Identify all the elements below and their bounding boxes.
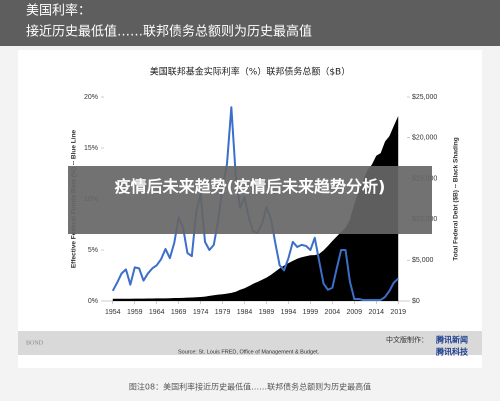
brand: BOND: [26, 340, 44, 346]
x-tick-label: 1964: [149, 309, 165, 316]
x-tick-label: 2009: [347, 309, 363, 316]
overlay-band: [68, 166, 432, 234]
header-title: 美国利率：: [26, 3, 91, 19]
credit-label: 中文版制作：: [386, 335, 428, 344]
y-tick-label: 15%: [84, 145, 98, 152]
y-tick-label: 5%: [88, 247, 98, 254]
x-tick-label: 2014: [368, 309, 384, 316]
overlay-box: 疫情后未来趋势(疫情后未来趋势分析): [114, 177, 386, 196]
header-subtitle: 接近历史最低值……联邦债务总额则为历史最高值: [26, 24, 312, 40]
y2-axis-label: Total Federal Debt ($B) -- Black Shading: [453, 137, 460, 260]
y2-tick-label: $0: [412, 298, 420, 305]
x-tick-label: 1979: [215, 309, 231, 316]
credit-tech: 腾讯科技: [435, 347, 469, 357]
x-tick-label: 1994: [281, 309, 297, 316]
x-tick-label: 1974: [193, 309, 209, 316]
y2-tick-label: $20,000: [412, 135, 437, 142]
x-tick-label: 1984: [237, 309, 253, 316]
source: Source: St. Louis FRED, Office of Manage…: [178, 349, 320, 355]
y2-tick-label: $25,000: [412, 94, 437, 101]
caption: 图注08：美国利率接近历史最低值……联邦债务总额则为历史最高值: [129, 382, 371, 392]
footer-band: [18, 331, 482, 355]
x-tick-label: 2004: [325, 309, 341, 316]
x-tick-label: 1969: [171, 309, 187, 316]
y-tick-label: 0%: [88, 298, 98, 305]
y2-tick-label: $5,000: [412, 257, 434, 264]
x-tick-label: 1954: [105, 309, 121, 316]
chart-title: 美国联邦基金实际利率（%）联邦债务总额（$B）: [150, 66, 350, 78]
x-tick-label: 1959: [127, 309, 143, 316]
y-tick-label: 20%: [84, 94, 98, 101]
credit-news: 腾讯新闻: [435, 335, 468, 345]
header-band: [0, 0, 500, 46]
overlay-text: 疫情后未来趋势(疫情后未来趋势分析): [114, 177, 386, 196]
x-tick-label: 1989: [259, 309, 275, 316]
x-tick-label: 2019: [390, 309, 406, 316]
debt-area: [112, 116, 399, 301]
x-tick-label: 1999: [303, 309, 319, 316]
